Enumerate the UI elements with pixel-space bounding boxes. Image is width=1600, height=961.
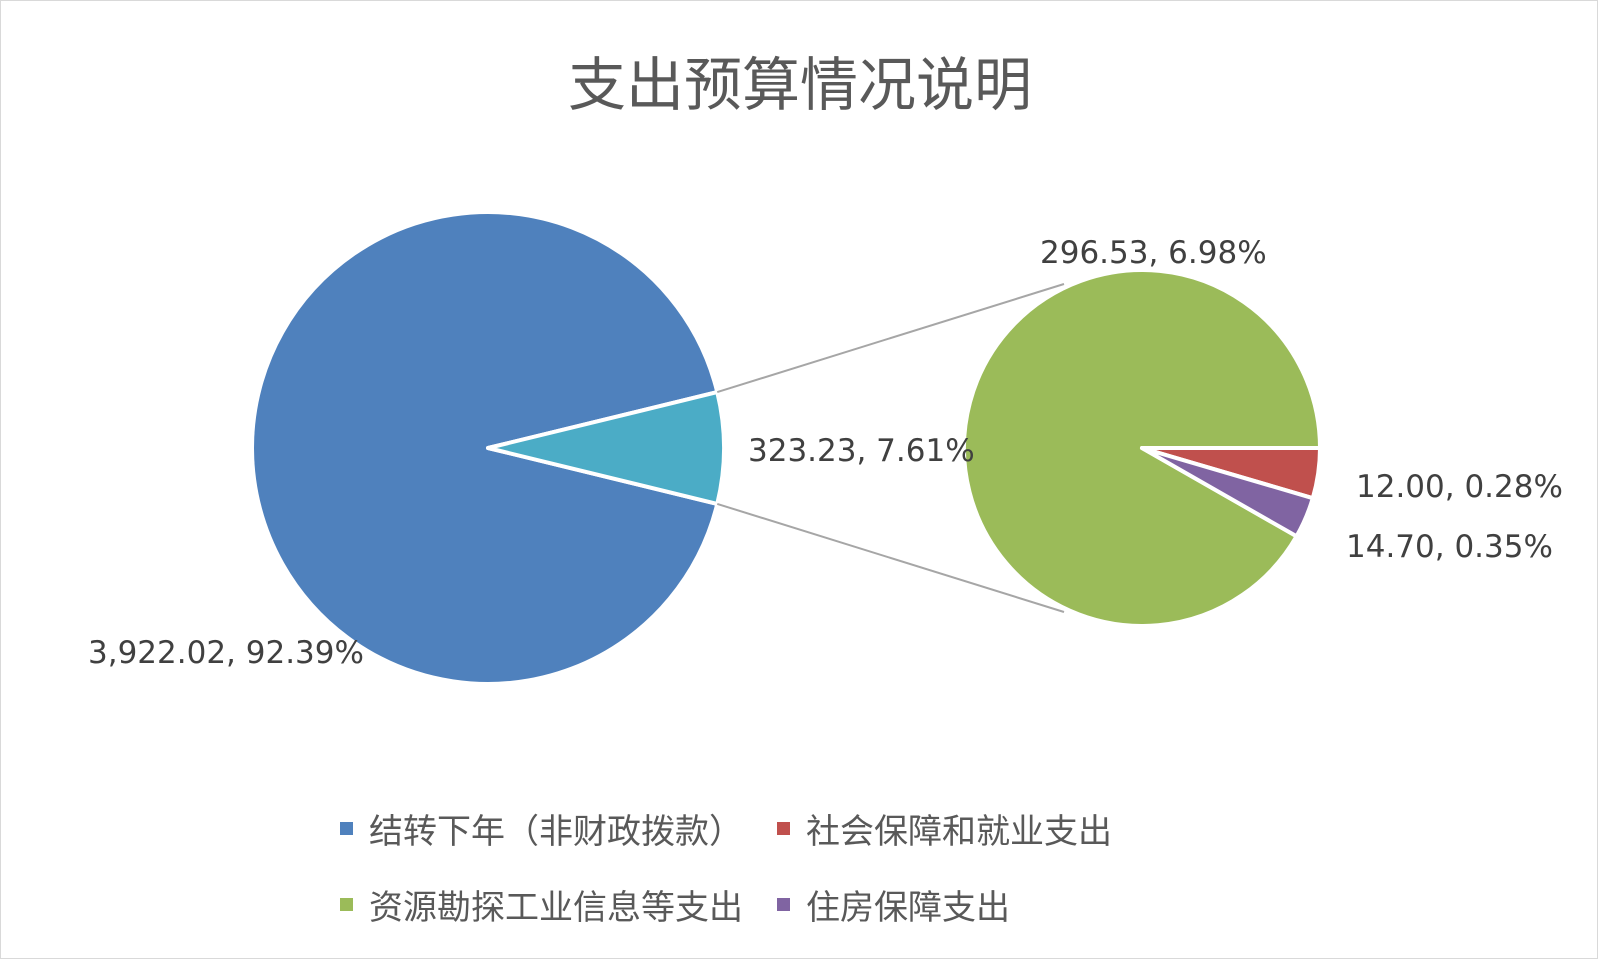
legend-row-2: 资源勘探工业信息等支出 住房保障支出: [340, 866, 1240, 942]
legend-label: 资源勘探工业信息等支出: [369, 887, 743, 928]
data-label-housing: 12.00, 0.28%: [1356, 469, 1563, 505]
legend-item-housing: 住房保障支出: [777, 880, 1010, 929]
chart-title: 支出预算情况说明: [567, 51, 1032, 119]
legend: 结转下年（非财政拨款） 社会保障和就业支出 资源勘探工业信息等支出 住房保障支出: [340, 790, 1240, 942]
main-pie-slice-1: [486, 390, 726, 506]
data-label-other: 323.23, 7.61%: [748, 433, 975, 469]
legend-swatch-green: [340, 897, 353, 911]
secondary-pie-slice-2: [1140, 446, 1315, 539]
legend-label: 结转下年（非财政拨款）: [369, 811, 743, 852]
legend-item-carryover: 结转下年（非财政拨款）: [340, 804, 743, 853]
connector-line-top: [716, 283, 1065, 394]
data-label-resources: 296.53, 6.98%: [1040, 235, 1267, 271]
main-pie-slice-0: [249, 210, 720, 686]
legend-label: 社会保障和就业支出: [806, 811, 1112, 852]
legend-swatch-purple: [777, 897, 790, 911]
legend-swatch-red: [777, 821, 790, 835]
data-label-social-security: 14.70, 0.35%: [1346, 529, 1553, 565]
legend-label: 住房保障支出: [806, 887, 1010, 928]
legend-swatch-blue: [340, 821, 353, 835]
legend-item-social-security: 社会保障和就业支出: [777, 804, 1112, 853]
connector-line-bottom: [716, 502, 1065, 613]
legend-row-1: 结转下年（非财政拨款） 社会保障和就业支出: [340, 790, 1240, 866]
legend-item-resources: 资源勘探工业信息等支出: [340, 880, 743, 929]
data-label-carryover: 3,922.02, 92.39%: [88, 635, 364, 671]
